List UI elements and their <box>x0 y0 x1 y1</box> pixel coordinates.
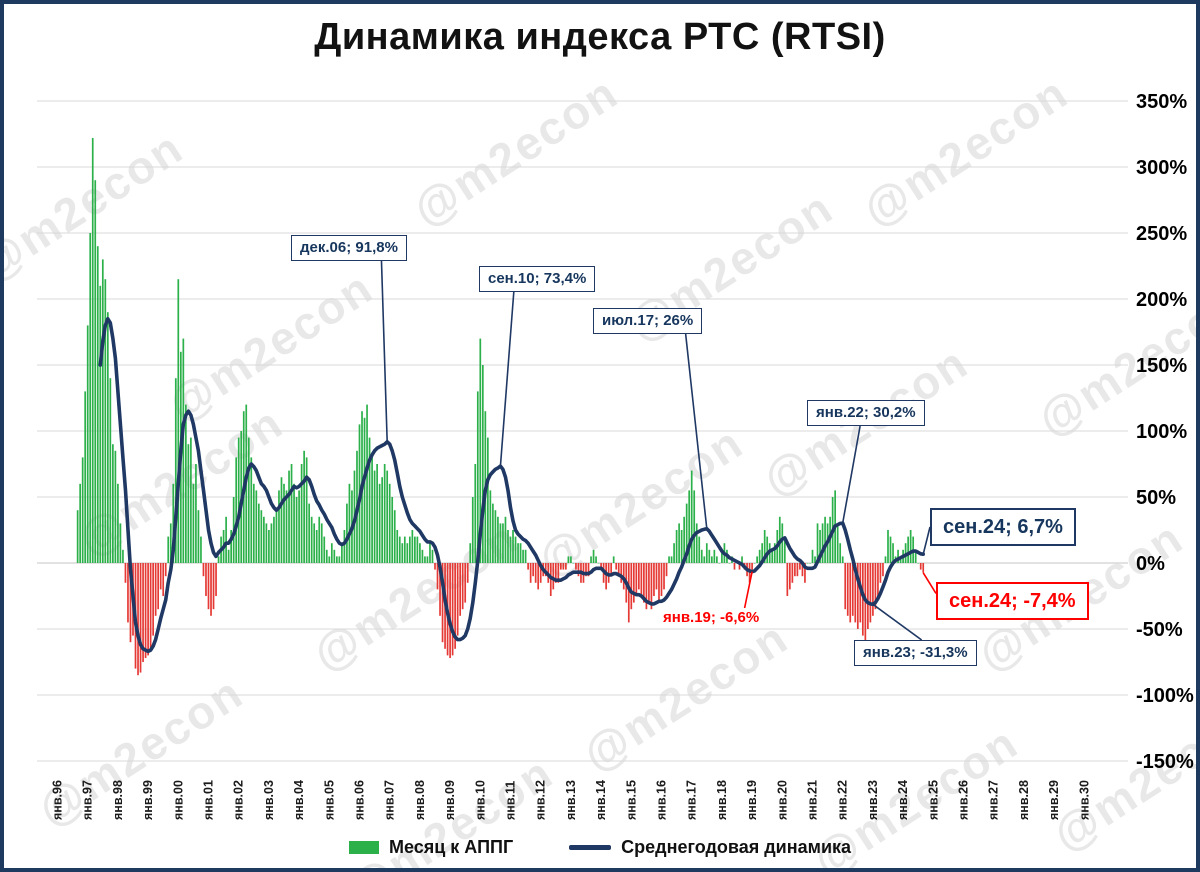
watermark-layer: @m2econ @m2econ @m2econ @m2econ @m2econ @m2ec… <box>4 4 1196 868</box>
watermark: @m2econ <box>573 610 798 782</box>
watermark: @m2econ <box>28 665 253 837</box>
watermark: @m2econ <box>1028 275 1200 447</box>
watermark: @m2econ <box>528 415 753 587</box>
annotation-sep24-line: сен.24; 6,7% <box>930 508 1076 546</box>
watermark: @m2econ <box>403 65 628 237</box>
annotation-sep10: сен.10; 73,4% <box>479 266 596 292</box>
chart-title: Динамика индекса РТС (RTSI) <box>314 16 886 58</box>
annotation-sep24-bar: сен.24; -7,4% <box>936 582 1089 620</box>
watermark: @m2econ <box>853 65 1078 237</box>
legend-line-label: Среднегодовая динамика <box>621 837 852 857</box>
bar-series-swatch <box>348 841 379 854</box>
annotation-dec06: дек.06; 91,8% <box>291 235 407 261</box>
annotation-jan19: янв.19; -6,6% <box>663 609 760 626</box>
legend-item-line: Среднегодовая динамика <box>569 837 851 858</box>
annotation-jan22: янв.22; 30,2% <box>807 400 925 426</box>
watermark: @m2econ <box>303 510 528 682</box>
annotation-jul17: июл.17; 26% <box>593 308 703 334</box>
legend-bar-label: Месяц к АППГ <box>388 837 514 857</box>
watermark: @m2econ <box>0 120 193 292</box>
annotation-jan23: янв.23; -31,3% <box>854 640 977 666</box>
legend-item-bars: Месяц к АППГ <box>348 837 514 858</box>
legend: Месяц к АППГ Среднегодовая динамика <box>4 837 1196 858</box>
line-series-swatch <box>569 845 612 850</box>
